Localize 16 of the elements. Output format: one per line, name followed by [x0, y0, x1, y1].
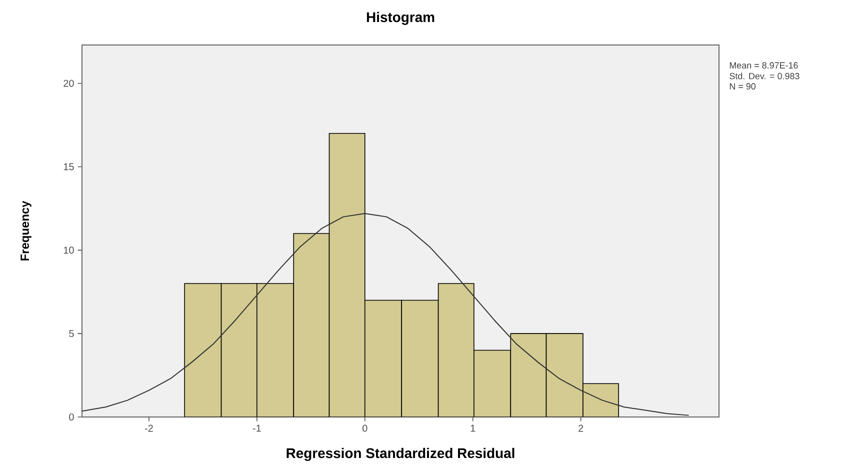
x-tick-label: 1	[470, 424, 476, 432]
y-tick-label: 10	[64, 246, 74, 254]
chart-title: Histogram	[366, 12, 434, 25]
y-tick-label: 5	[69, 330, 74, 338]
y-tick-label: 0	[69, 413, 74, 421]
x-tick-label: -2	[144, 424, 153, 432]
y-tick-label: 15	[64, 163, 74, 170]
x-tick-label: 0	[362, 424, 368, 432]
text: Std. Dev. = 0.983	[730, 72, 800, 80]
y-tick-label: 20	[64, 80, 74, 87]
x-axis-title: Regression Standardized Residual	[286, 448, 514, 461]
x-tick-label: 2	[578, 424, 584, 432]
y-axis-title: Frequency	[20, 200, 32, 260]
text: N = 90	[730, 83, 756, 90]
x-tick-label: -1	[252, 424, 261, 432]
text: Mean = 8.97E-16	[730, 62, 798, 69]
